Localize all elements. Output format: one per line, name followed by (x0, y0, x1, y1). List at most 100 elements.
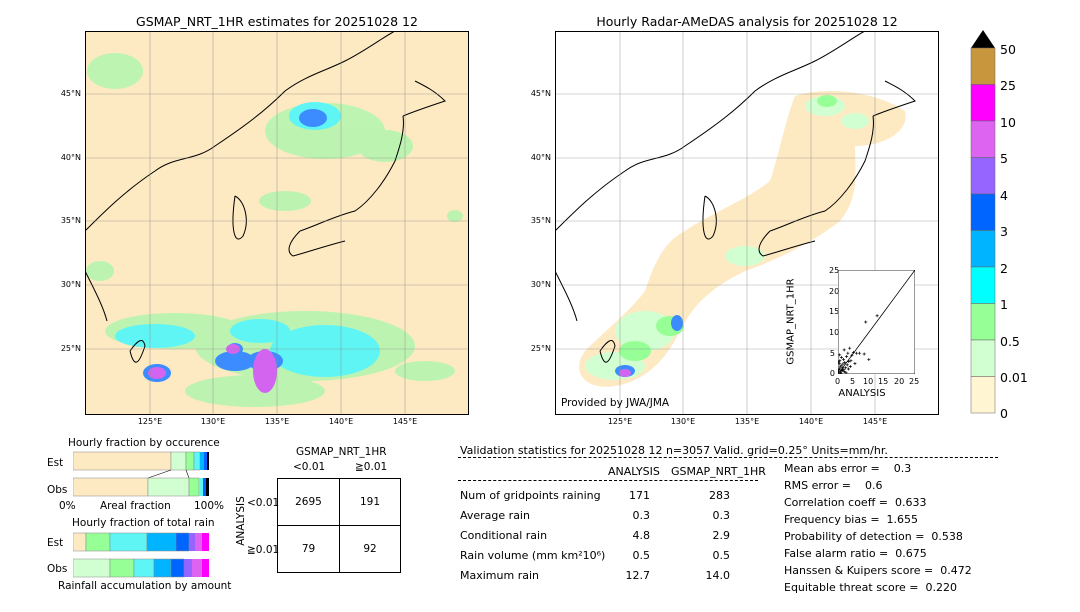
scatter-y-tick-25: 25 (829, 266, 840, 275)
score-ets: Equitable threat score = 0.220 (784, 581, 957, 594)
scatter-point (842, 357, 846, 361)
colorbar-label-25: 25 (1000, 78, 1016, 93)
provider-credit: Provided by JWA/JMA (561, 397, 670, 409)
validation-col-analysis: ANALYSIS (608, 465, 660, 478)
scatter-x-tick-20: 20 (894, 377, 905, 386)
score-far: False alarm ratio = 0.675 (784, 547, 927, 560)
scatter-x-tick-25: 25 (909, 377, 920, 386)
contingency-table: 2695 191 79 92 (277, 478, 401, 573)
left-map-title: GSMAP_NRT_1HR estimates for 20251028 12 (136, 14, 418, 29)
stat-analysis-conditional: 4.8 (632, 529, 651, 542)
validation-header: Validation statistics for 20251028 12 n=… (460, 444, 888, 457)
scatter-y-tick-0: 0 (829, 369, 835, 378)
colorbar-label-4: 4 (1000, 188, 1008, 203)
stat-label-maximum: Maximum rain (460, 569, 539, 582)
colorbar-segment (970, 303, 996, 341)
right-lat-30: 30°N (530, 280, 551, 289)
scatter-point (839, 355, 843, 359)
stat-analysis-gridpoints: 171 (629, 489, 650, 502)
right-lon-125: 125°E (607, 417, 633, 426)
score-pod: Probability of detection = 0.538 (784, 530, 963, 543)
colorbar-label-0: 0 (1000, 406, 1008, 421)
scatter-point (844, 371, 848, 374)
scatter-point (849, 359, 853, 363)
stat-gsmap-conditional: 2.9 (712, 529, 731, 542)
contingency-cell-yy: 92 (363, 543, 377, 555)
left-lon-145: 145°E (392, 417, 418, 426)
colorbar-label-1: 1 (1000, 297, 1008, 312)
contingency-title: GSMAP_NRT_1HR (296, 446, 387, 458)
scatter-point (853, 362, 857, 366)
right-lon-140: 140°E (798, 417, 824, 426)
colorbar-segment (970, 193, 996, 231)
right-lat-25: 25°N (530, 344, 551, 353)
total-rain-obs-bar (73, 558, 209, 578)
colorbar-label-0.01: 0.01 (1000, 370, 1028, 385)
stat-gsmap-gridpoints: 283 (709, 489, 730, 502)
occurrence-obs-bar (73, 477, 209, 497)
scatter-point (846, 351, 850, 355)
colorbar-label-10: 10 (1000, 115, 1016, 130)
colorbar (970, 30, 996, 414)
scatter-point (862, 352, 866, 356)
left-lat-25: 25°N (60, 344, 81, 353)
colorbar-label-5: 5 (1000, 151, 1008, 166)
validation-divider (458, 457, 998, 458)
scatter-point (841, 362, 845, 366)
left-lon-130: 130°E (200, 417, 226, 426)
stat-gsmap-average: 0.3 (712, 509, 731, 522)
occurrence-est-bar (73, 451, 209, 471)
right-lat-40: 40°N (530, 153, 551, 162)
colorbar-label-2: 2 (1000, 261, 1008, 276)
total-rain-obs-label: Obs (47, 563, 68, 575)
total-rain-est-label: Est (47, 537, 64, 549)
total-rain-title: Hourly fraction of total rain (72, 517, 215, 529)
scatter-point (867, 357, 871, 361)
colorbar-label-50: 50 (1000, 42, 1016, 57)
scatter-point (838, 368, 841, 372)
colorbar-segment (970, 376, 996, 414)
scatter-point (846, 367, 850, 371)
scatter-x-label: ANALYSIS (838, 388, 886, 399)
scatter-point (850, 353, 854, 357)
occurrence-axis-mid: Areal fraction (100, 500, 171, 512)
colorbar-label-3: 3 (1000, 224, 1008, 239)
scatter-point (842, 348, 846, 352)
contingency-col-lt: <0.01 (293, 461, 326, 473)
contingency-row-lt: <0.01 (247, 497, 280, 509)
occurrence-est-label: Est (47, 457, 64, 469)
contingency-cell-ny: 191 (359, 496, 381, 508)
scatter-y-tick-15: 15 (829, 307, 840, 316)
right-lon-145: 145°E (862, 417, 888, 426)
occurrence-axis-right: 100% (194, 500, 225, 512)
right-map-title: Hourly Radar-AMeDAS analysis for 2025102… (596, 14, 898, 29)
validation-col-divider (458, 480, 758, 481)
score-correlation: Correlation coeff = 0.633 (784, 496, 927, 509)
scatter-point (843, 360, 847, 364)
occurrence-bars (73, 451, 209, 497)
colorbar-extend-arrow (971, 30, 995, 48)
right-lon-130: 130°E (670, 417, 696, 426)
scatter-y-label: GSMAP_NRT_1HR (785, 278, 797, 365)
stat-analysis-average: 0.3 (632, 509, 651, 522)
scatter-point (875, 314, 879, 318)
colorbar-segment (970, 120, 996, 158)
scatter-point (845, 363, 849, 367)
stat-label-average: Average rain (460, 509, 530, 522)
contingency-cell-nn: 2695 (295, 496, 322, 508)
colorbar-segment (970, 266, 996, 304)
scatter-y-tick-5: 5 (829, 349, 835, 358)
colorbar-segment (970, 157, 996, 195)
contingency-col-ge: ≧0.01 (355, 461, 388, 473)
left-map (85, 31, 469, 415)
score-mae: Mean abs error = 0.3 (784, 462, 912, 475)
stat-analysis-maximum: 12.7 (625, 569, 651, 582)
scatter-point (864, 320, 868, 324)
total-rain-bars (73, 532, 209, 578)
stat-gsmap-volume: 0.5 (712, 549, 731, 562)
scatter-point (840, 368, 844, 372)
scatter-point (848, 346, 852, 350)
stat-analysis-volume: 0.5 (632, 549, 651, 562)
occurrence-title: Hourly fraction by occurence (68, 437, 220, 449)
